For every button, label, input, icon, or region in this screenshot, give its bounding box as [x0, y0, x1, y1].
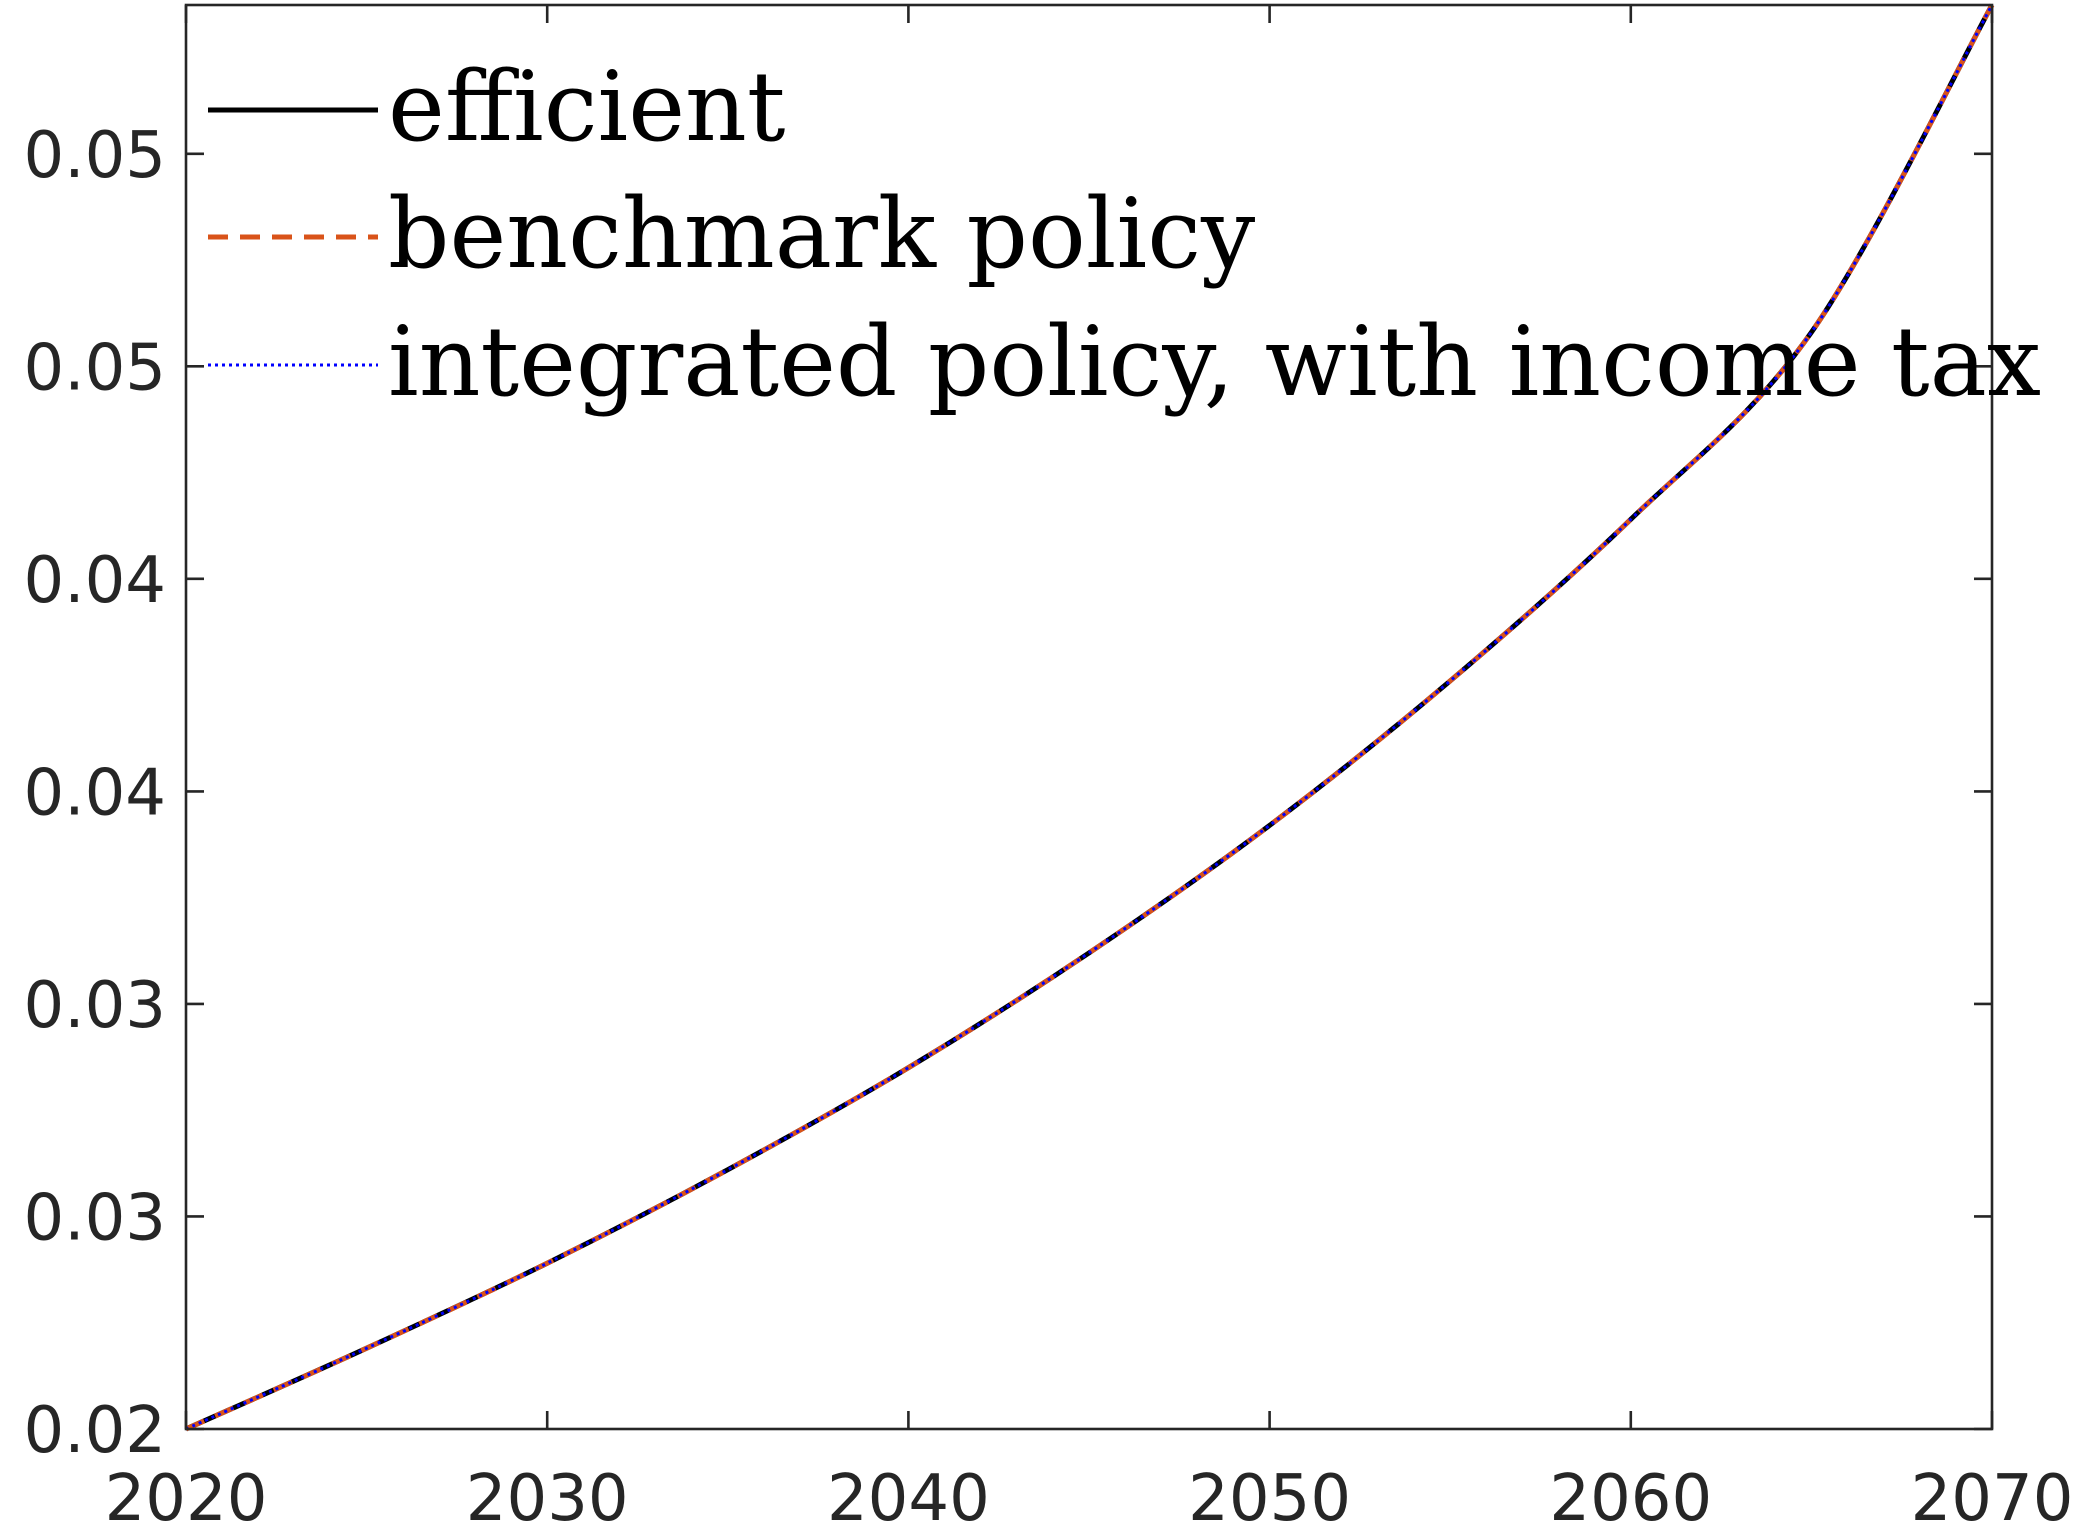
- axis-ticks: 2020 2030 2040 2050 2060 2070 0.02 0.03 0.03 0.04…: [24, 5, 2074, 1527]
- x-tick-label: 2030: [466, 1462, 629, 1527]
- y-tick-label: 0.05: [24, 119, 167, 193]
- legend-label-0: efficient: [388, 51, 785, 163]
- y-tick-label: 0.04: [24, 544, 167, 618]
- legend-label-1: benchmark policy: [388, 178, 1255, 290]
- x-tick-label: 2070: [1911, 1462, 2074, 1527]
- y-tick-label: 0.03: [24, 969, 167, 1043]
- legend-label-2: integrated policy, with income tax: [388, 306, 2041, 418]
- plot-area-frame: [184, 3, 1994, 1431]
- y-tick-label: 0.03: [24, 1181, 167, 1255]
- y-tick-label: 0.04: [24, 756, 167, 830]
- x-tick-label: 2060: [1549, 1462, 1712, 1527]
- plot-series: [184, 3, 1995, 1432]
- y-tick-label: 0.02: [24, 1394, 167, 1468]
- x-tick-label: 2020: [105, 1462, 268, 1527]
- series-line-2: [185, 4, 1994, 1431]
- x-tick-label: 2040: [827, 1462, 990, 1527]
- y-tick-label: 0.05: [24, 331, 167, 405]
- x-tick-label: 2050: [1188, 1462, 1351, 1527]
- legend: efficient benchmark policy integrated poli…: [208, 51, 2041, 418]
